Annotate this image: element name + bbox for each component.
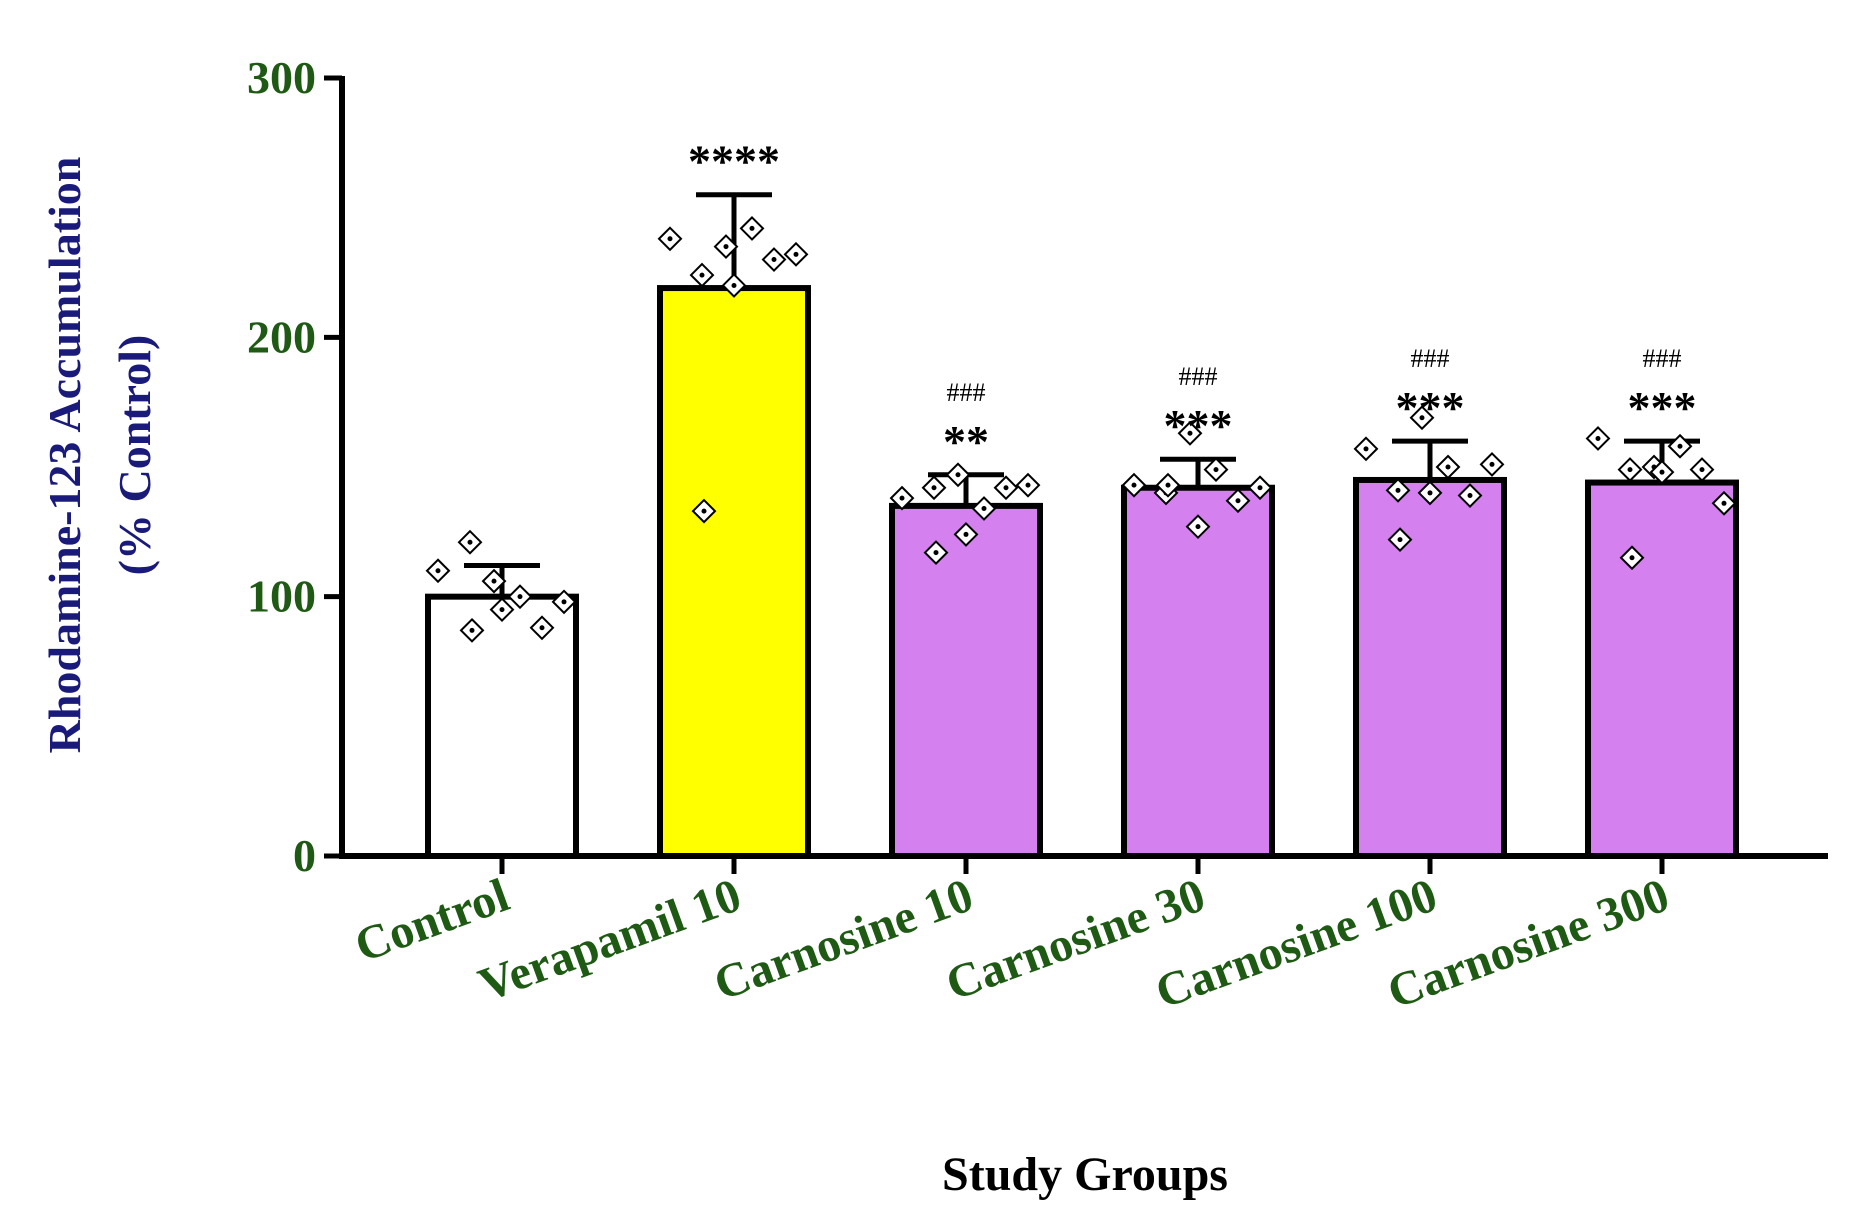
significance-stars: *** [1396, 382, 1465, 433]
data-point-center [561, 599, 567, 605]
data-point-center [731, 282, 737, 288]
data-point-center [963, 531, 969, 537]
significance-hash: ### [1179, 362, 1218, 391]
significance-hash: ### [947, 378, 986, 407]
data-point-center [701, 508, 707, 514]
y-tick-label: 200 [247, 311, 316, 362]
x-axis-label: Study Groups [942, 1148, 1228, 1201]
y-tick-label: 0 [293, 830, 316, 881]
data-point-center [933, 550, 939, 556]
data-point-center [1721, 500, 1727, 506]
data-point-center [749, 225, 755, 231]
data-point-center [1419, 415, 1425, 421]
data-point-center [1003, 485, 1009, 491]
data-point-center [1235, 498, 1241, 504]
bar-4 [1121, 484, 1275, 859]
significance-stars: **** [688, 136, 780, 187]
data-point-center [1427, 490, 1433, 496]
data-point-center [931, 485, 937, 491]
data-point-center [793, 251, 799, 257]
data-point-center [1187, 430, 1193, 436]
data-point-center [899, 495, 905, 501]
data-point-center [1131, 482, 1137, 488]
data-point-center [955, 472, 961, 478]
data-point-center [981, 505, 987, 511]
data-point-center [435, 568, 441, 574]
data-point-center [667, 236, 673, 242]
data-point-center [1627, 467, 1633, 473]
bar-2 [657, 285, 811, 859]
data-point-center [539, 625, 545, 631]
data-point-center [1677, 443, 1683, 449]
y-tick-label: 100 [247, 571, 316, 622]
y-axis-label-line2: (% Control) [109, 335, 160, 576]
data-point-center [1445, 464, 1451, 470]
significance-hash: ### [1411, 344, 1450, 373]
significance-stars: *** [1628, 382, 1697, 433]
data-point-center [1025, 482, 1031, 488]
data-point-center [771, 257, 777, 263]
data-point-center [699, 272, 705, 278]
data-point-center [1363, 446, 1369, 452]
data-point-center [467, 539, 473, 545]
data-point-center [1489, 461, 1495, 467]
y-axis-label: Rhodamine-123 Accumulation (% Control) [39, 157, 160, 754]
data-point-center [1629, 555, 1635, 561]
significance-stars: *** [1164, 400, 1233, 451]
bar-5 [1353, 476, 1507, 859]
y-axis-label-line1: Rhodamine-123 Accumulation [39, 157, 90, 754]
x-tick-label: Verapamil 10 [472, 869, 748, 1013]
data-point-center [1595, 435, 1601, 441]
data-point-center [1397, 537, 1403, 543]
y-tick-label: 300 [247, 52, 316, 103]
data-point-center [517, 594, 523, 600]
data-point-center [1213, 467, 1219, 473]
data-point-center [1257, 485, 1263, 491]
data-point-center [1395, 487, 1401, 493]
data-point-center [1195, 524, 1201, 530]
significance-hash: ### [1643, 344, 1682, 373]
data-point-center [1659, 469, 1665, 475]
bar-6 [1585, 479, 1739, 859]
bar-1 [425, 593, 579, 860]
bar-3 [889, 502, 1043, 859]
data-point-center [469, 627, 475, 633]
data-point-center [1165, 482, 1171, 488]
data-point-center [1699, 467, 1705, 473]
data-point-center [723, 244, 729, 250]
significance-stars: ** [943, 416, 989, 467]
data-point-center [499, 607, 505, 613]
data-point-center [491, 578, 497, 584]
x-tick-label: Carnosine 10 [707, 869, 979, 1011]
data-point-center [1467, 493, 1473, 499]
